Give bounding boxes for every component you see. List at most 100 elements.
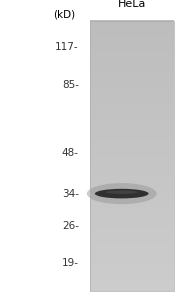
Bar [90, 236, 174, 240]
Bar [90, 196, 174, 199]
Ellipse shape [106, 190, 138, 194]
Bar [90, 37, 174, 40]
Bar [90, 193, 174, 197]
Text: 34-: 34- [62, 189, 79, 199]
Bar [90, 199, 174, 202]
Bar [90, 26, 174, 29]
Bar [90, 104, 174, 107]
Bar [90, 261, 174, 264]
Bar [90, 161, 174, 164]
Bar [90, 126, 174, 129]
Bar [90, 74, 174, 78]
Bar [90, 88, 174, 91]
Bar [90, 244, 174, 248]
Bar [90, 258, 174, 261]
Bar [90, 110, 174, 113]
Bar [90, 172, 174, 175]
Bar [90, 266, 174, 269]
Text: 26-: 26- [62, 220, 79, 230]
Bar [90, 31, 174, 34]
Bar [90, 247, 174, 250]
Bar [90, 128, 174, 132]
Ellipse shape [95, 189, 149, 198]
Bar [90, 28, 174, 32]
Bar [90, 82, 174, 86]
Bar [90, 20, 174, 24]
Bar [90, 274, 174, 278]
Bar [90, 145, 174, 148]
Bar [90, 139, 174, 142]
Bar [90, 58, 174, 62]
Bar [90, 212, 174, 215]
Bar [90, 23, 174, 26]
Bar [90, 288, 174, 291]
Bar [90, 182, 174, 186]
Bar [90, 185, 174, 188]
Bar [90, 239, 174, 242]
Bar [90, 190, 174, 194]
Bar [90, 101, 174, 105]
Text: 19-: 19- [62, 258, 79, 268]
Bar [90, 147, 174, 151]
Bar [90, 164, 174, 167]
Bar [90, 47, 174, 51]
Bar [90, 223, 174, 226]
Bar [90, 142, 174, 145]
Bar [90, 204, 174, 207]
Bar [90, 220, 174, 224]
Bar [90, 234, 174, 237]
Bar [90, 255, 174, 259]
Bar [90, 277, 174, 280]
Bar [90, 53, 174, 56]
Bar [90, 112, 174, 116]
Bar [90, 69, 174, 72]
Bar [90, 215, 174, 218]
Bar [90, 153, 174, 156]
Bar [90, 120, 174, 124]
Ellipse shape [87, 183, 157, 204]
Bar [90, 21, 174, 291]
Bar [90, 85, 174, 88]
Bar [90, 228, 174, 232]
Bar [90, 118, 174, 121]
Bar [90, 115, 174, 118]
Text: 85-: 85- [62, 80, 79, 90]
Text: 117-: 117- [55, 41, 79, 52]
Bar [90, 42, 174, 45]
Bar [90, 64, 174, 67]
Bar [90, 263, 174, 267]
Bar [90, 66, 174, 70]
Bar [90, 174, 174, 178]
Bar [90, 158, 174, 161]
Bar [90, 177, 174, 180]
Bar [90, 39, 174, 43]
Bar [90, 188, 174, 191]
Bar [90, 123, 174, 126]
Bar [90, 207, 174, 210]
Bar [90, 77, 174, 80]
Bar [90, 150, 174, 153]
Bar [90, 280, 174, 283]
Bar [90, 99, 174, 102]
Bar [90, 56, 174, 59]
Bar [90, 226, 174, 229]
Bar [90, 180, 174, 183]
Bar [90, 93, 174, 97]
Bar [90, 166, 174, 170]
Bar [90, 250, 174, 253]
Bar [90, 155, 174, 159]
Bar [90, 136, 174, 140]
Bar [90, 282, 174, 286]
Bar [90, 269, 174, 272]
Bar [90, 96, 174, 99]
Bar [90, 107, 174, 110]
Bar [90, 201, 174, 205]
Text: HeLa: HeLa [117, 0, 146, 9]
Bar [90, 80, 174, 83]
Bar [90, 272, 174, 275]
Bar [90, 169, 174, 172]
Bar [90, 209, 174, 213]
Bar [90, 242, 174, 245]
Bar [90, 34, 174, 37]
Bar [90, 61, 174, 64]
